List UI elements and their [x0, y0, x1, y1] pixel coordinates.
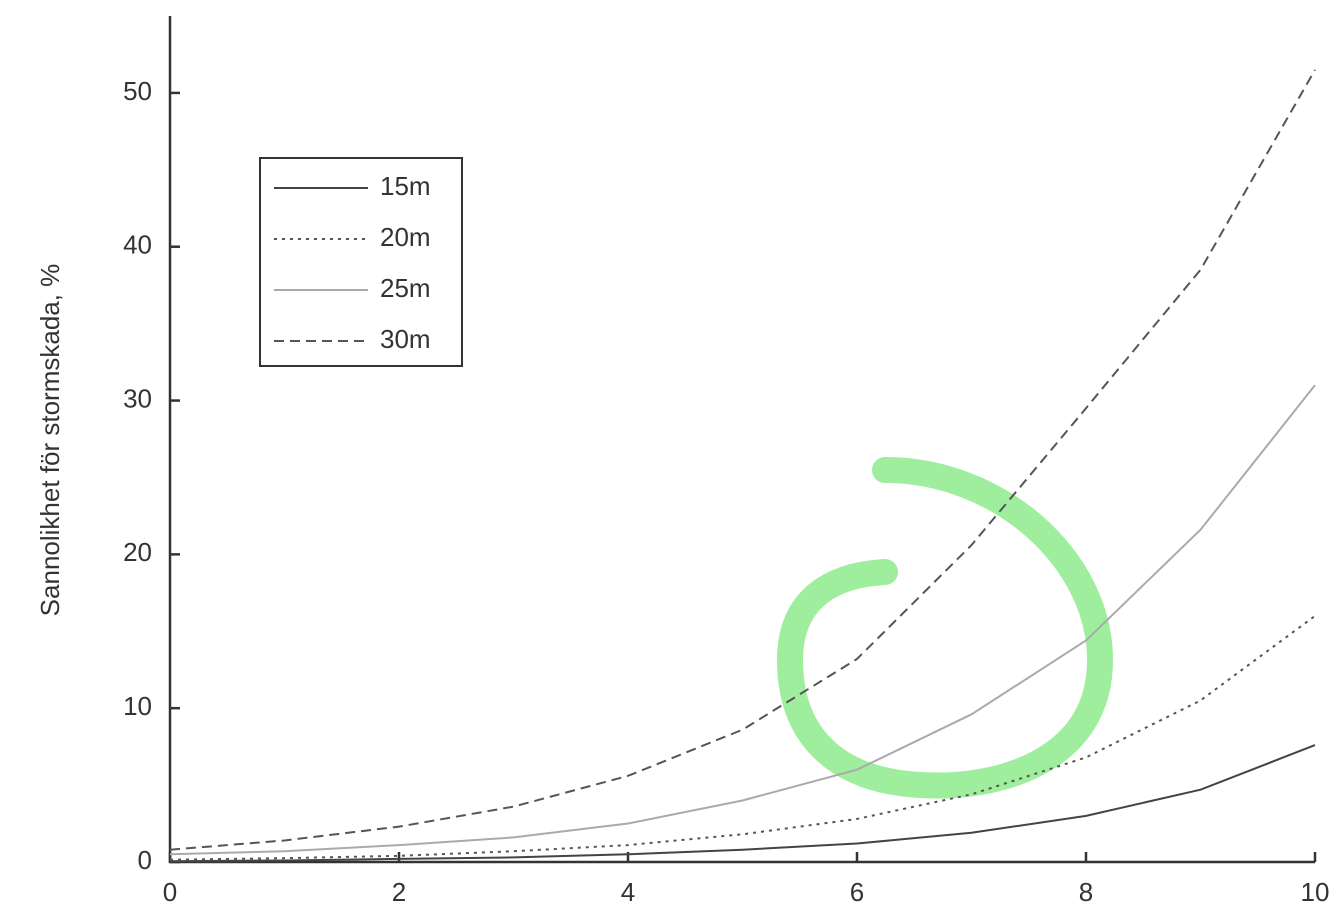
x-tick-label: 6: [850, 877, 864, 907]
y-tick-label: 50: [123, 76, 152, 106]
y-tick-label: 40: [123, 230, 152, 260]
y-axis-label: Sannolikhet för stormskada, %: [35, 264, 65, 617]
legend-label: 30m: [380, 324, 431, 354]
legend-box: [260, 158, 462, 366]
chart: Sannolikhet för stormskada, % 0102030405…: [0, 0, 1340, 912]
x-tick-label: 0: [163, 877, 177, 907]
x-tick-label: 4: [621, 877, 635, 907]
series-line: [170, 385, 1315, 854]
legend-label: 25m: [380, 273, 431, 303]
series-line: [170, 616, 1315, 860]
y-tick-label: 20: [123, 537, 152, 567]
y-tick-label: 10: [123, 691, 152, 721]
x-tick-label: 10: [1301, 877, 1330, 907]
annotation-circle: [790, 470, 1100, 786]
legend-label: 20m: [380, 222, 431, 252]
y-tick-label: 0: [138, 845, 152, 875]
y-tick-label: 30: [123, 383, 152, 413]
series-line: [170, 745, 1315, 861]
axes: [170, 16, 1315, 862]
x-tick-label: 8: [1079, 877, 1093, 907]
x-tick-label: 2: [392, 877, 406, 907]
legend-label: 15m: [380, 171, 431, 201]
